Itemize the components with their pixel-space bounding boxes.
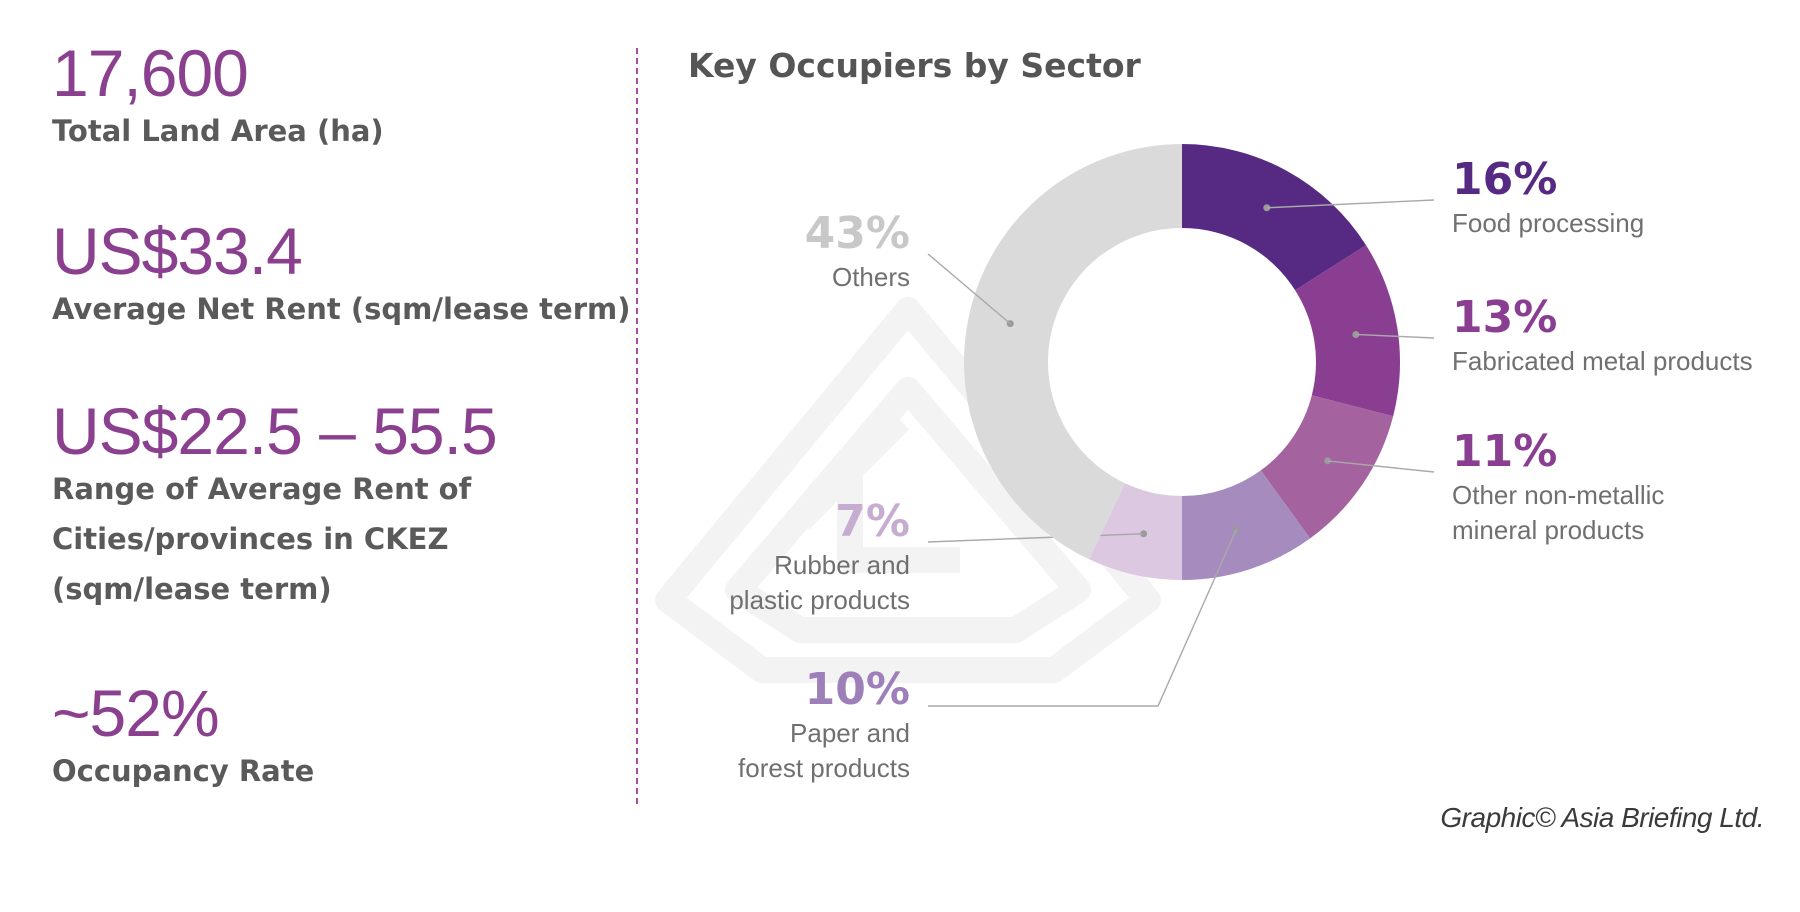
watermark-emblem xyxy=(655,297,1161,683)
stat-block: 17,600 Total Land Area (ha) xyxy=(52,40,384,156)
slice-category-label: Others xyxy=(832,262,910,292)
slice-category-label: mineral products xyxy=(1452,515,1644,545)
donut-slice xyxy=(1260,395,1394,539)
slice-percent-label: 16% xyxy=(1452,154,1557,205)
donut-slice xyxy=(1182,144,1367,291)
stat-value: US$22.5 – 55.5 xyxy=(52,394,498,468)
stat-value: ~52% xyxy=(52,676,220,750)
slice-category-label: Fabricated metal products xyxy=(1452,346,1753,376)
leader-line xyxy=(1327,460,1435,473)
leader-line xyxy=(927,533,1144,543)
slice-percent-label: 13% xyxy=(1452,292,1557,343)
stat-value: 17,600 xyxy=(52,36,249,110)
slice-percent-label: 10% xyxy=(805,664,910,715)
donut-slice xyxy=(1089,483,1182,580)
stat-value: US$33.4 xyxy=(52,214,303,288)
slice-percent-label: 43% xyxy=(805,208,910,259)
slice-category-label: Food processing xyxy=(1452,208,1644,238)
donut-slice xyxy=(1295,245,1400,417)
slice-category-label: Paper and xyxy=(790,718,910,748)
divider xyxy=(636,48,638,804)
chart-title: Key Occupiers by Sector xyxy=(688,46,1141,85)
slice-category-label: plastic products xyxy=(729,585,910,615)
stat-label: Range of Average Rent of xyxy=(52,472,472,506)
slice-percent-label: 7% xyxy=(835,496,910,547)
slice-category-label: forest products xyxy=(738,753,910,783)
slice-percent-label: 11% xyxy=(1452,426,1557,477)
slice-category-label: Other non-metallic xyxy=(1452,480,1664,510)
donut-slice xyxy=(963,143,1182,560)
stat-label: Average Net Rent (sqm/lease term) xyxy=(52,292,631,326)
stat-label: Cities/provinces in CKEZ xyxy=(52,522,449,556)
credit: Graphic© Asia Briefing Ltd. xyxy=(1440,802,1764,833)
stat-block: US$22.5 – 55.5 Range of Average Rent of Ci… xyxy=(52,394,498,614)
leader-line xyxy=(1355,333,1435,339)
leader-line xyxy=(927,253,1011,325)
stat-block: ~52% Occupancy Rate xyxy=(52,680,314,796)
stat-block: US$33.4 Average Net Rent (sqm/lease term) xyxy=(52,218,630,334)
stat-label: (sqm/lease term) xyxy=(52,572,332,606)
donut-slice xyxy=(1182,470,1311,580)
stat-label: Total Land Area (ha) xyxy=(52,114,384,148)
leader-line xyxy=(1266,199,1435,209)
slice-category-label: Rubber and xyxy=(774,550,910,580)
leader-line xyxy=(928,529,1238,707)
stat-label: Occupancy Rate xyxy=(52,754,315,788)
